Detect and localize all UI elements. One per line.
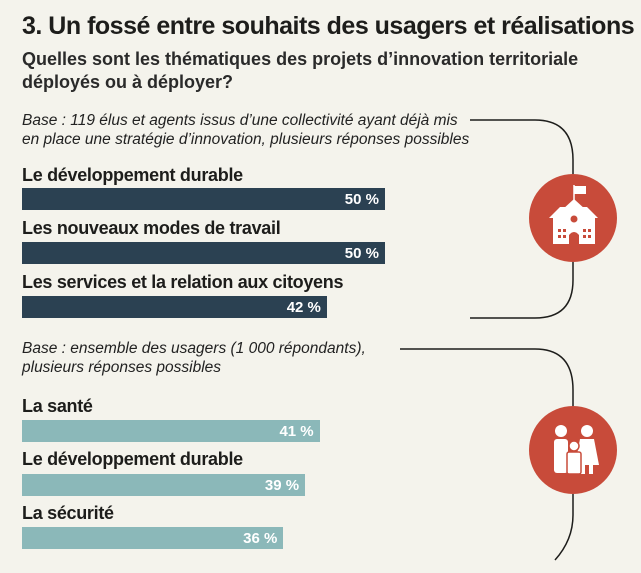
bracket-top (470, 119, 574, 319)
chart-title: 3. Un fossé entre souhaits des usagers e… (22, 12, 635, 40)
subtitle-line: déployés ou à déployer? (22, 72, 234, 92)
bracket-bottom (400, 348, 574, 561)
bar: 42 % (22, 296, 327, 318)
bar-value-label: 36 % (243, 530, 278, 547)
bar: 36 % (22, 527, 284, 549)
category-label: Le développement durable (22, 449, 243, 469)
bar-value-label: 39 % (264, 477, 300, 494)
subtitle-line: Quelles sont les thématiques des projets… (22, 49, 579, 69)
base-line: plusieurs réponses possibles (22, 359, 222, 376)
category-label: Les services et la relation aux citoyens (22, 272, 344, 292)
base-note: Base : 119 élus et agents issus d’une co… (22, 111, 469, 149)
base-line: en place une stratégie d’innovation, plu… (22, 131, 470, 148)
base-note: Base : ensemble des usagers (1 000 répon… (22, 339, 366, 377)
bar-value-label: 50 % (344, 191, 379, 208)
bar-value-label: 42 % (286, 299, 321, 316)
category-label: Les nouveaux modes de travail (22, 218, 281, 238)
base-line: Base : 119 élus et agents issus d’une co… (22, 112, 458, 129)
bar: 50 % (22, 188, 385, 210)
family-icon (529, 406, 617, 494)
bar-value-label: 41 % (279, 423, 314, 440)
base-line: Base : ensemble des usagers (1 000 répon… (22, 340, 366, 357)
chart-subtitle: Quelles sont les thématiques des projets… (22, 48, 578, 94)
school-icon (529, 174, 617, 262)
bar-value-label: 50 % (344, 245, 379, 262)
bar: 39 % (22, 474, 306, 496)
category-label: Le développement durable (22, 165, 243, 185)
category-label: La santé (22, 396, 93, 416)
bar: 41 % (22, 420, 320, 442)
bar: 50 % (22, 242, 385, 264)
category-label: La sécurité (22, 503, 114, 523)
